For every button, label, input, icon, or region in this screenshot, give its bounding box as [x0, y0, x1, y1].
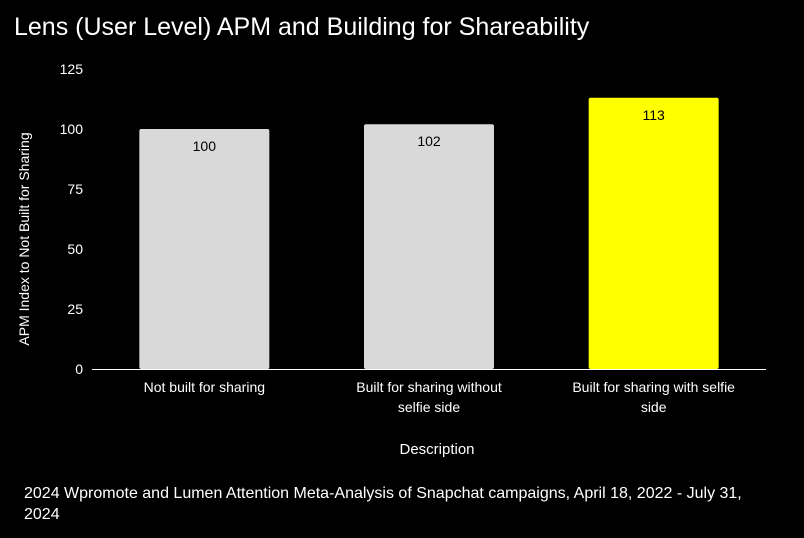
data-label: 113: [643, 107, 666, 123]
x-tick-label: Built for sharing without selfie side: [356, 379, 502, 415]
y-tick-label: 0: [75, 361, 83, 377]
y-tick-label: 50: [67, 241, 83, 257]
bar: [139, 129, 270, 369]
y-tick-label: 100: [60, 121, 84, 137]
y-tick-label: 125: [60, 61, 84, 77]
y-tick-label: 75: [67, 181, 83, 197]
source-footnote: 2024 Wpromote and Lumen Attention Meta-A…: [24, 485, 742, 523]
bar: [588, 97, 719, 370]
x-tick-label: Not built for sharing: [144, 379, 265, 395]
data-label: 100: [193, 138, 217, 154]
y-axis-title: APM Index to Not Built for Sharing: [16, 132, 32, 345]
chart-title: Lens (User Level) APM and Building for S…: [14, 13, 590, 41]
data-label: 102: [417, 133, 441, 149]
x-tick-label: Built for sharing with selfie side: [572, 379, 735, 415]
bar: [364, 124, 494, 369]
x-axis-title: Description: [399, 441, 474, 458]
y-tick-label: 25: [67, 301, 83, 317]
